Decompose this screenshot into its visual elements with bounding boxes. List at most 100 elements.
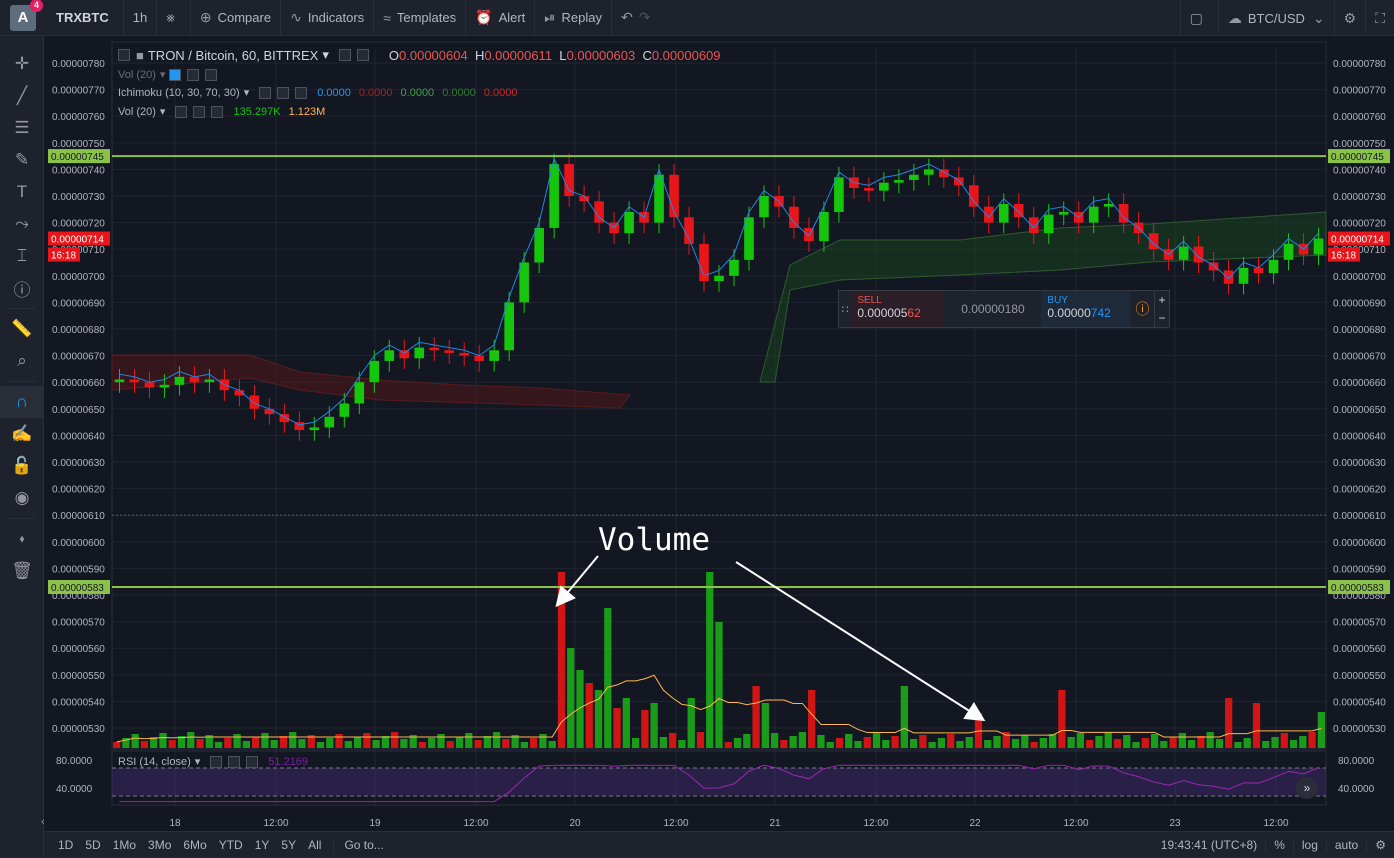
price-axis-label-right: 0.00000560 bbox=[1333, 644, 1386, 655]
volume-bar bbox=[659, 737, 668, 748]
layers-icon[interactable]: ⬪ bbox=[19, 529, 25, 548]
volume-bar bbox=[631, 738, 640, 748]
candle-body bbox=[129, 379, 140, 383]
candle-body bbox=[444, 350, 455, 353]
ichimoku-lead1-value: 0.0000 bbox=[442, 86, 476, 99]
fullscreen-button[interactable]: ⛶ bbox=[1366, 0, 1394, 36]
close-mini-icon[interactable] bbox=[211, 105, 224, 118]
redo-icon[interactable]: ↷ bbox=[638, 9, 651, 25]
range-1y[interactable]: 1Y bbox=[254, 838, 270, 852]
log-toggle[interactable]: log bbox=[1292, 838, 1326, 852]
drag-handle-icon[interactable]: ∷ bbox=[841, 303, 849, 316]
range-ytd[interactable]: YTD bbox=[218, 838, 243, 852]
eye-mini-icon[interactable] bbox=[175, 105, 188, 118]
eye-mini-icon[interactable] bbox=[210, 755, 223, 768]
close-mini-icon[interactable] bbox=[205, 68, 218, 81]
range-5y[interactable]: 5Y bbox=[281, 838, 297, 852]
pattern-icon[interactable]: ⤳ bbox=[15, 214, 29, 233]
scroll-to-latest-button[interactable] bbox=[1296, 777, 1318, 799]
interval-selector[interactable]: 1h bbox=[124, 0, 158, 36]
price-axis-label-right: 0.00000640 bbox=[1333, 431, 1386, 442]
volume-bar bbox=[798, 732, 807, 748]
collapse-legend-icon[interactable] bbox=[118, 49, 130, 61]
chart-style-button[interactable]: ⨳ bbox=[157, 0, 191, 36]
settings-mini-icon[interactable] bbox=[277, 86, 290, 99]
volume-bar bbox=[678, 740, 686, 748]
trash-icon[interactable]: 🗑 bbox=[11, 561, 33, 580]
settings-mini-icon[interactable] bbox=[228, 755, 241, 768]
settings-mini-icon[interactable] bbox=[187, 68, 200, 81]
zoom-icon[interactable]: ⌕ bbox=[17, 351, 27, 370]
text-icon[interactable]: T bbox=[16, 182, 28, 201]
minus-button[interactable]: − bbox=[1158, 311, 1166, 325]
templates-button[interactable]: ≈ Templates bbox=[374, 0, 467, 36]
eye-mini-icon[interactable] bbox=[169, 68, 182, 81]
settings-mini-icon[interactable] bbox=[193, 105, 206, 118]
currency-selector[interactable]: ☁ BTC/USD ⌄ bbox=[1219, 0, 1335, 36]
eye-mini-icon[interactable] bbox=[259, 86, 272, 99]
level-tag-left-bottom-bg bbox=[48, 580, 110, 595]
volume-bar bbox=[214, 742, 223, 748]
price-axis-label-right: 0.00000720 bbox=[1333, 219, 1386, 230]
candle-body bbox=[1088, 206, 1099, 223]
goto-button[interactable]: Go to... bbox=[333, 838, 393, 852]
price-chart[interactable]: » 0.00000780 0.00000780 0.00000770 0.000007… bbox=[44, 36, 1394, 831]
collapse-toolbar-icon[interactable]: ‹ bbox=[41, 816, 45, 828]
volume-bar bbox=[613, 708, 621, 748]
ruler-icon[interactable]: 📏 bbox=[11, 319, 33, 338]
alert-button[interactable]: ⏰ Alert bbox=[466, 0, 536, 36]
symbol-search[interactable]: TRXBTC bbox=[36, 0, 124, 36]
trend-line-icon[interactable]: ╱ bbox=[16, 86, 28, 105]
current-price-tag-right-bg bbox=[1328, 231, 1390, 246]
info-icon[interactable]: ⓘ bbox=[13, 280, 31, 300]
settings-mini-icon[interactable] bbox=[338, 49, 351, 61]
range-1mo[interactable]: 1Mo bbox=[112, 838, 137, 852]
fib-lines-icon[interactable]: ☰ bbox=[14, 118, 30, 137]
close-mini-icon[interactable] bbox=[356, 49, 369, 61]
info-icon[interactable]: ⓘ bbox=[1135, 301, 1150, 317]
volume-bar bbox=[1169, 737, 1177, 748]
clock[interactable]: 19:43:41 (UTC+8) bbox=[1160, 838, 1258, 852]
gear-icon[interactable]: ⚙ bbox=[1366, 838, 1394, 852]
crosshair-icon[interactable]: ✛ bbox=[14, 54, 30, 73]
undo-button[interactable]: ↶ ↷ bbox=[612, 0, 665, 36]
plus-button[interactable]: + bbox=[1158, 293, 1166, 307]
range-3mo[interactable]: 3Mo bbox=[148, 838, 172, 852]
cloud-icon: ☁ bbox=[1227, 9, 1242, 26]
volume-bar bbox=[687, 698, 695, 748]
volume-bar bbox=[1141, 738, 1149, 748]
candle-body bbox=[339, 403, 350, 417]
close-mini-icon[interactable] bbox=[246, 755, 259, 768]
volume-bar bbox=[1011, 739, 1020, 748]
candle-body bbox=[924, 169, 934, 175]
magnet-icon[interactable]: ∩ bbox=[0, 386, 44, 418]
replay-button[interactable]: ⏯ Replay bbox=[535, 0, 612, 36]
range-1d[interactable]: 1D bbox=[58, 838, 74, 852]
settings-button[interactable]: ⚙ bbox=[1335, 0, 1367, 36]
range-5d[interactable]: 5D bbox=[85, 838, 101, 852]
candle-body bbox=[414, 347, 425, 359]
percent-toggle[interactable]: % bbox=[1265, 838, 1293, 852]
chevron-down-icon[interactable]: ▾ bbox=[322, 47, 329, 62]
price-axis-label-right: 0.00000680 bbox=[1333, 325, 1386, 336]
eye-icon[interactable]: ◉ bbox=[14, 488, 30, 507]
range-all[interactable]: All bbox=[308, 838, 322, 852]
fullscreen-box-button[interactable]: ▢ bbox=[1179, 0, 1219, 36]
candle-body bbox=[954, 177, 964, 186]
brush-icon[interactable]: ✎ bbox=[14, 150, 30, 169]
volume-bar bbox=[391, 732, 399, 748]
lock-icon[interactable]: 🔓 bbox=[11, 456, 33, 475]
prediction-icon[interactable]: ⌶ bbox=[16, 246, 28, 265]
buy-button[interactable]: BUY 0.00000742 bbox=[1041, 291, 1131, 327]
auto-toggle[interactable]: auto bbox=[1325, 838, 1366, 852]
stay-drawing-icon[interactable]: ✍ bbox=[11, 424, 33, 443]
volume-bar bbox=[669, 733, 677, 748]
indicators-button[interactable]: ∿ Indicators bbox=[281, 0, 375, 36]
sell-button[interactable]: SELL 0.00000562 bbox=[851, 291, 945, 327]
range-6mo[interactable]: 6Mo bbox=[183, 838, 207, 852]
compare-button[interactable]: ⊕ Compare bbox=[191, 0, 282, 36]
series-title[interactable]: TRON / Bitcoin, 60, BITTREX bbox=[147, 47, 319, 63]
close-mini-icon[interactable] bbox=[295, 86, 308, 99]
price-axis-label-right: 0.00000650 bbox=[1333, 405, 1386, 416]
